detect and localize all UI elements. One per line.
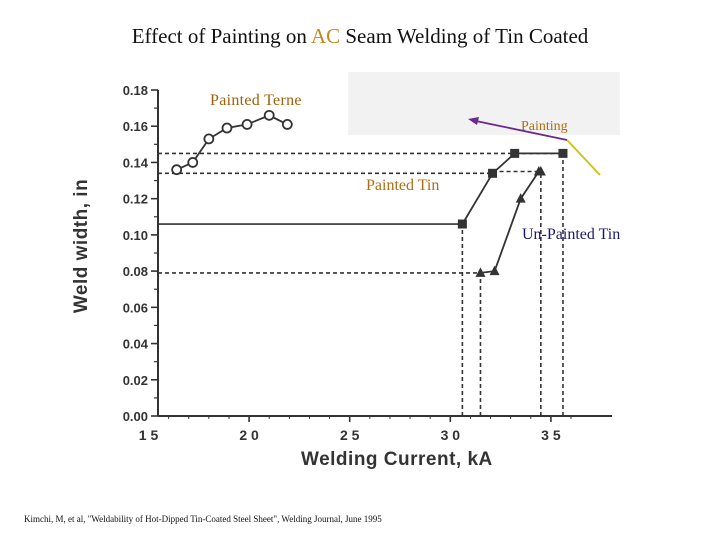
x-axis-label: Welding Current, kA bbox=[301, 449, 493, 470]
y-tick-label: 0.02 bbox=[123, 373, 148, 388]
data-point-triangle bbox=[489, 265, 500, 276]
data-point-circle bbox=[171, 164, 183, 176]
data-point-triangle bbox=[515, 193, 526, 203]
y-tick-label: 0.06 bbox=[123, 300, 148, 315]
data-point-triangle bbox=[475, 267, 486, 277]
y-tick-label: 0.12 bbox=[123, 192, 148, 207]
y-tick-label: 0.14 bbox=[123, 155, 149, 170]
y-tick-label: 0.04 bbox=[123, 337, 149, 352]
title-accent: AC bbox=[310, 24, 341, 48]
data-point-circle bbox=[281, 119, 293, 130]
data-point-square bbox=[510, 148, 520, 158]
data-point-square bbox=[457, 219, 467, 229]
data-point-circle bbox=[203, 133, 215, 145]
data-point-circle bbox=[221, 122, 233, 134]
painting-arrow-shaft bbox=[475, 120, 568, 141]
y-tick-label: 0.00 bbox=[123, 409, 148, 424]
title-after: Seam Welding of Tin Coated bbox=[340, 24, 589, 48]
x-tick-label: 2 0 bbox=[239, 427, 259, 443]
title-before: Effect of Painting on bbox=[131, 24, 311, 48]
series-line-2 bbox=[461, 152, 563, 225]
painting-arrow-yellow bbox=[566, 139, 601, 176]
callout-painted-terne: Painted Terne bbox=[210, 92, 302, 109]
series-line-3 bbox=[480, 170, 541, 274]
data-point-circle bbox=[187, 157, 199, 168]
data-point-square bbox=[488, 168, 498, 178]
data-point-square bbox=[558, 148, 568, 158]
slide-title: Effect of Painting on AC Seam Welding of… bbox=[0, 24, 720, 49]
y-tick-label: 0.10 bbox=[123, 228, 148, 243]
citation: Kimchi, M, et al, "Weldability of Hot-Di… bbox=[24, 514, 382, 524]
x-tick-label: 3 0 bbox=[441, 427, 461, 443]
y-tick-label: 0.08 bbox=[123, 264, 148, 279]
y-tick-label: 0.18 bbox=[123, 83, 148, 98]
x-tick-label: 3 5 bbox=[541, 427, 561, 443]
callout-box bbox=[348, 72, 620, 135]
data-point-circle bbox=[263, 109, 275, 121]
callout-painting: Painting bbox=[521, 119, 568, 134]
data-point-circle bbox=[241, 119, 253, 130]
y-tick-label: 0.16 bbox=[123, 119, 148, 134]
painting-arrow-head bbox=[468, 117, 479, 125]
x-tick-label: 2 5 bbox=[340, 427, 360, 443]
x-tick-label: 1 5 bbox=[139, 427, 159, 443]
callout-painted-tin: Painted Tin bbox=[366, 177, 440, 194]
callout-unpainted-tin: Un-Painted Tin bbox=[522, 226, 621, 243]
data-point-triangle bbox=[535, 166, 546, 176]
y-axis-label: Weld width, in bbox=[71, 178, 92, 314]
